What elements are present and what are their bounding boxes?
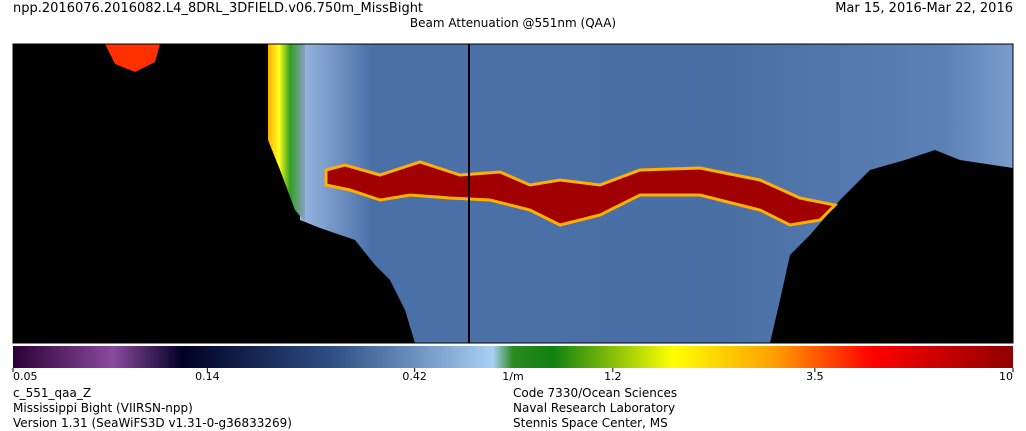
colorbar-tick-label: 0.14 bbox=[195, 370, 220, 383]
footer-line: c_551_qaa_Z bbox=[13, 386, 92, 400]
footer-line: Mississippi Bight (VIIRSN-npp) bbox=[13, 401, 193, 415]
footer-line: Naval Research Laboratory bbox=[513, 401, 676, 415]
plot-frame bbox=[12, 43, 1014, 344]
filename: npp.2016076.2016082.L4_8DRL_3DFIELD.v06.… bbox=[13, 1, 424, 16]
colorbar bbox=[13, 346, 1013, 368]
nearshore-stripe bbox=[268, 44, 305, 222]
colorbar-tick-label: 10 bbox=[999, 370, 1013, 383]
footer-line: Stennis Space Center, MS bbox=[513, 416, 668, 430]
colorbar-tick-label: 0.42 bbox=[402, 370, 427, 383]
footer-line: Code 7330/Ocean Sciences bbox=[513, 386, 678, 400]
footer-line: Version 1.31 (SeaWiFS3D v1.31-0-g3683326… bbox=[13, 416, 292, 430]
colorbar-tick-label: 3.5 bbox=[806, 370, 824, 383]
colorbar-tick-label: 1.2 bbox=[604, 370, 622, 383]
surface-patch bbox=[105, 44, 160, 72]
turbid-layer bbox=[324, 160, 839, 227]
title: Beam Attenuation @551nm (QAA) bbox=[409, 16, 617, 30]
colorbar-unit: 1/m bbox=[502, 370, 523, 383]
date-range: Mar 15, 2016-Mar 22, 2016 bbox=[835, 1, 1013, 16]
colorbar-tick-label: 0.05 bbox=[13, 370, 38, 383]
